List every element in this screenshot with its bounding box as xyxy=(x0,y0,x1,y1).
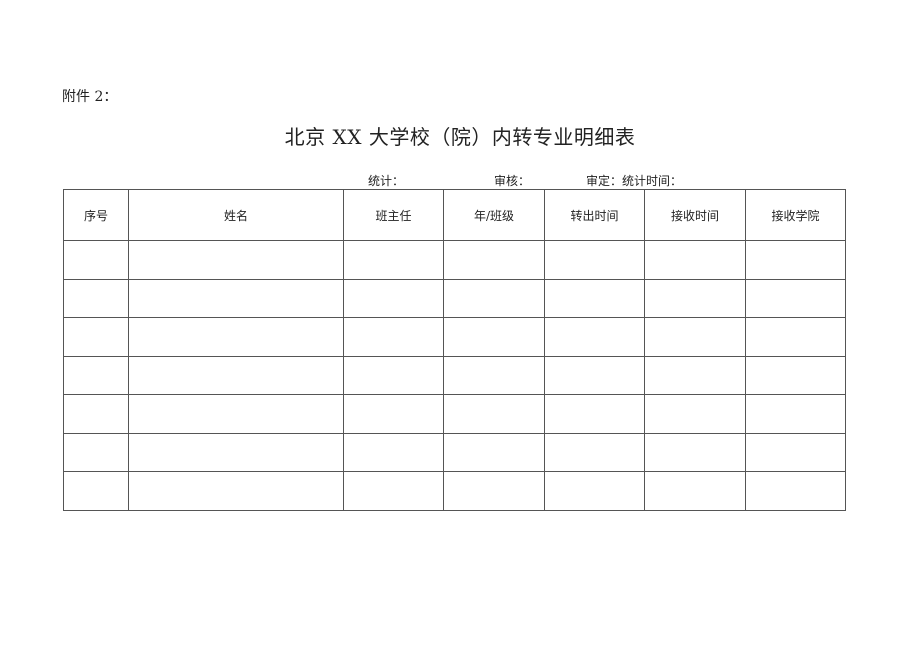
table-cell xyxy=(343,278,444,318)
table-cell xyxy=(128,471,344,511)
table-cell xyxy=(644,278,746,318)
table-cell xyxy=(63,432,129,472)
table-cell xyxy=(544,432,645,472)
column-header: 年/班级 xyxy=(443,189,545,241)
table-cell xyxy=(443,240,545,280)
document-title: 北京 XX 大学校（院）内转专业明细表 xyxy=(284,125,636,149)
table-cell xyxy=(644,432,746,472)
table-cell xyxy=(128,240,344,280)
table-cell xyxy=(128,355,344,395)
table-cell xyxy=(343,355,444,395)
table-cell xyxy=(544,355,645,395)
table-cell xyxy=(128,432,344,472)
attachment-label: 附件 2： xyxy=(62,89,118,105)
column-header: 接收时间 xyxy=(644,189,746,241)
column-header: 转出时间 xyxy=(544,189,645,241)
table-cell xyxy=(544,240,645,280)
table-row xyxy=(63,317,846,357)
table-cell xyxy=(128,394,344,434)
table-cell xyxy=(644,471,746,511)
table-cell xyxy=(745,278,846,318)
table-cell xyxy=(343,394,444,434)
table-cell xyxy=(443,471,545,511)
transfer-detail-table: 序号 姓名 班主任 年/班级 转出时间 接收时间 接收学院 xyxy=(63,189,846,511)
table-cell xyxy=(745,240,846,280)
table-cell xyxy=(443,278,545,318)
reviewer-label: 审核： xyxy=(494,174,531,188)
table-cell xyxy=(644,394,746,434)
table-cell xyxy=(63,317,129,357)
table-cell xyxy=(745,394,846,434)
table-header-row: 序号 姓名 班主任 年/班级 转出时间 接收时间 接收学院 xyxy=(63,189,846,241)
column-header: 接收学院 xyxy=(745,189,846,241)
table-row xyxy=(63,240,846,280)
table-cell xyxy=(63,240,129,280)
table-cell xyxy=(745,317,846,357)
table-cell xyxy=(63,278,129,318)
table-cell xyxy=(128,317,344,357)
statistician-label: 统计： xyxy=(368,174,405,188)
table-cell xyxy=(644,317,746,357)
table-cell xyxy=(63,471,129,511)
table-cell xyxy=(745,355,846,395)
column-header: 姓名 xyxy=(128,189,344,241)
table-cell xyxy=(343,240,444,280)
table-cell xyxy=(544,471,645,511)
table-cell xyxy=(63,355,129,395)
table-row xyxy=(63,471,846,511)
table-row xyxy=(63,432,846,472)
table-row xyxy=(63,355,846,395)
table-cell xyxy=(544,317,645,357)
table-cell xyxy=(443,355,545,395)
table-cell xyxy=(63,394,129,434)
table-cell xyxy=(544,394,645,434)
column-header: 序号 xyxy=(63,189,129,241)
approver-and-date-label: 审定：统计时间： xyxy=(586,174,683,188)
table-cell xyxy=(343,471,444,511)
table-cell xyxy=(745,471,846,511)
table-cell xyxy=(544,278,645,318)
table-cell xyxy=(745,432,846,472)
table-cell xyxy=(128,278,344,318)
table-cell xyxy=(644,355,746,395)
table-cell xyxy=(644,240,746,280)
table-cell xyxy=(443,394,545,434)
table-cell xyxy=(343,432,444,472)
table-row xyxy=(63,278,846,318)
table-row xyxy=(63,394,846,434)
table-cell xyxy=(343,317,444,357)
table-cell xyxy=(443,432,545,472)
column-header: 班主任 xyxy=(343,189,444,241)
table-cell xyxy=(443,317,545,357)
